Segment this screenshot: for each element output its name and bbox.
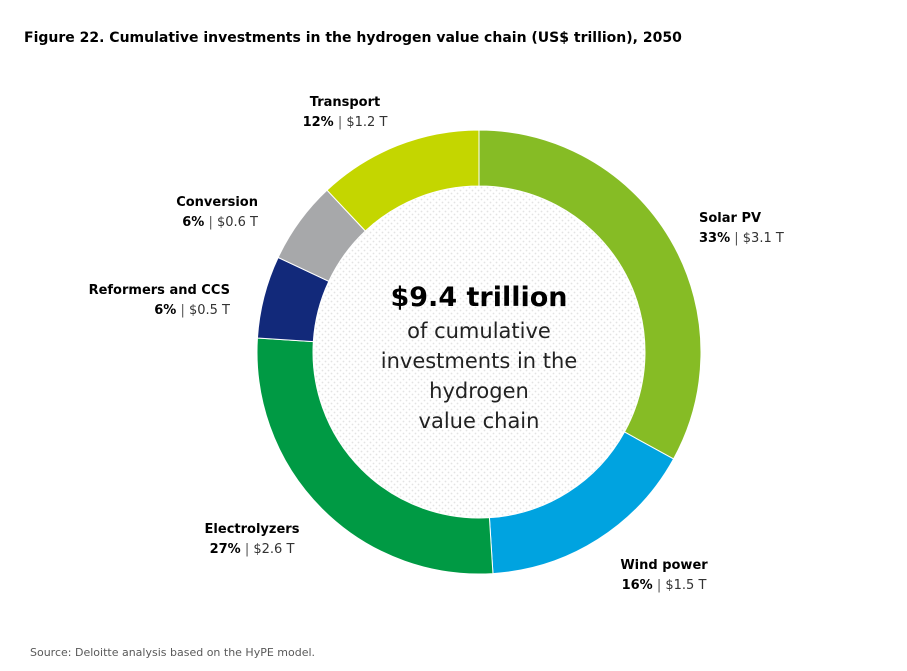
- slice-label-value: 16% | $1.5 T: [622, 578, 707, 593]
- slice-amount: $1.2 T: [346, 115, 387, 130]
- slice-label: Conversion 6% | $0.6 T: [176, 195, 258, 230]
- slice-amount: $0.5 T: [189, 303, 230, 318]
- slice-amount: $3.1 T: [743, 231, 784, 246]
- slice-separator: |: [176, 303, 189, 318]
- slice-label: Transport 12% | $1.2 T: [303, 95, 388, 130]
- slice-label-name: Electrolyzers: [205, 522, 300, 537]
- slice-percent: 33%: [699, 231, 730, 246]
- slice-percent: 16%: [622, 578, 653, 593]
- slice-separator: |: [241, 542, 254, 557]
- center-line: investments in the: [381, 349, 578, 373]
- source-note: Source: Deloitte analysis based on the H…: [30, 646, 316, 659]
- slice-separator: |: [334, 115, 347, 130]
- slice-labels: Solar PV 33% | $3.1 T Wind power 16% | $1.5…: [89, 95, 784, 593]
- slice-label-name: Wind power: [620, 558, 708, 573]
- slice-amount: $0.6 T: [217, 215, 258, 230]
- slice-separator: |: [730, 231, 743, 246]
- slice-label-name: Conversion: [176, 195, 258, 210]
- slice-label-name: Transport: [310, 95, 380, 110]
- center-text: $9.4 trillion of cumulative investments …: [381, 282, 578, 433]
- donut-center-fill: [313, 186, 645, 518]
- slice-label-value: 6% | $0.5 T: [154, 303, 230, 318]
- center-line: value chain: [419, 409, 540, 433]
- slice-label: Wind power 16% | $1.5 T: [620, 558, 708, 593]
- slice-percent: 27%: [210, 542, 241, 557]
- slice-separator: |: [204, 215, 217, 230]
- slice-label: Electrolyzers 27% | $2.6 T: [205, 522, 300, 557]
- slice-label-value: 33% | $3.1 T: [699, 231, 784, 246]
- slice-label-value: 27% | $2.6 T: [210, 542, 295, 557]
- center-total: $9.4 trillion: [390, 282, 567, 313]
- slice-percent: 6%: [182, 215, 204, 230]
- slice-label-name: Solar PV: [699, 211, 761, 226]
- slice-separator: |: [653, 578, 666, 593]
- slice-percent: 12%: [303, 115, 334, 130]
- slice-label-value: 6% | $0.6 T: [182, 215, 258, 230]
- slice-label: Reformers and CCS 6% | $0.5 T: [89, 283, 230, 318]
- figure-title: Figure 22. Cumulative investments in the…: [24, 30, 682, 46]
- slice-amount: $1.5 T: [665, 578, 706, 593]
- donut-slices: [256, 129, 702, 575]
- slice-label-name: Reformers and CCS: [89, 283, 230, 298]
- slice-label-value: 12% | $1.2 T: [303, 115, 388, 130]
- slice-amount: $2.6 T: [253, 542, 294, 557]
- slice-label: Solar PV 33% | $3.1 T: [699, 211, 784, 246]
- center-line: hydrogen: [429, 379, 529, 403]
- slice-percent: 6%: [154, 303, 176, 318]
- donut-slice-transport: [326, 129, 480, 232]
- donut-slice-solar-pv: [478, 129, 702, 460]
- center-line: of cumulative: [407, 319, 551, 343]
